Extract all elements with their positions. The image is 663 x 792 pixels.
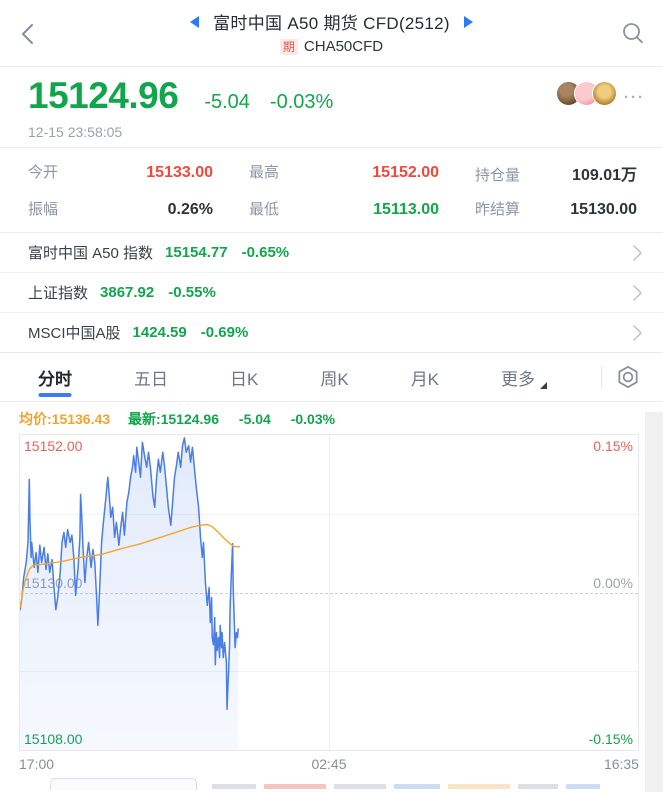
stat-value-open-interest: 109.01万 bbox=[572, 167, 637, 184]
legend-change: -5.04 bbox=[238, 411, 271, 427]
index-name: MSCI中国A股 bbox=[28, 325, 121, 342]
clipped-text bbox=[394, 784, 440, 789]
tab-monthly-k[interactable]: 月K bbox=[410, 369, 440, 389]
chevron-right-icon bbox=[632, 324, 643, 342]
clipped-button[interactable] bbox=[50, 778, 197, 790]
x-tick-start: 17:00 bbox=[19, 756, 55, 772]
quote-timestamp: 12-15 23:58:05 bbox=[28, 124, 123, 140]
stat-value-open: 15133.00 bbox=[146, 164, 213, 181]
tab-daily-k[interactable]: 日K bbox=[230, 369, 259, 389]
clipped-text bbox=[212, 784, 256, 789]
stat-label: 最低 bbox=[249, 201, 280, 218]
chart-legend: 均价:15136.43 最新:15124.96 -5.04 -0.03% bbox=[0, 402, 663, 434]
instrument-code: CHA50CFD bbox=[303, 38, 384, 55]
more-options-button[interactable]: ··· bbox=[624, 89, 645, 106]
x-tick-end: 16:35 bbox=[603, 756, 639, 772]
stat-value-amplitude: 0.26% bbox=[167, 201, 213, 218]
index-value: 15154.77 bbox=[165, 244, 228, 261]
legend-change-pct: -0.03% bbox=[290, 411, 336, 427]
corner-caret-icon bbox=[540, 381, 548, 389]
prev-instrument-arrow-icon[interactable] bbox=[190, 15, 200, 28]
related-indices: 富时中国 A50 指数 15154.77 -0.65% 上证指数 3867.92… bbox=[0, 233, 663, 353]
chevron-right-icon bbox=[632, 284, 643, 302]
stat-value-high: 15152.00 bbox=[372, 164, 439, 181]
divider bbox=[0, 147, 663, 148]
partial-bottom-row bbox=[0, 776, 663, 790]
index-row-ftse-a50[interactable]: 富时中国 A50 指数 15154.77 -0.65% bbox=[0, 233, 663, 273]
last-price: 15124.96 bbox=[28, 75, 179, 116]
gridline-vertical bbox=[329, 435, 330, 750]
stat-label: 今开 bbox=[28, 164, 59, 181]
clipped-text bbox=[448, 784, 510, 789]
clipped-text bbox=[264, 784, 326, 789]
back-button[interactable] bbox=[16, 20, 42, 48]
price-change-pct: -0.03% bbox=[269, 91, 334, 113]
clipped-text bbox=[518, 784, 558, 789]
y-axis-high: 15152.00 bbox=[24, 438, 83, 454]
chart-settings-icon[interactable] bbox=[615, 364, 641, 390]
index-pct: -0.65% bbox=[241, 244, 290, 261]
index-row-sse[interactable]: 上证指数 3867.92 -0.55% bbox=[0, 273, 663, 313]
divider bbox=[0, 232, 663, 233]
price-line-chart bbox=[20, 437, 240, 750]
tab-five-day[interactable]: 五日 bbox=[134, 369, 168, 389]
avg-price-label: 均价:15136.43 bbox=[19, 411, 111, 427]
header-center: 富时中国 A50 期货 CFD(2512) 期 CHA50CFD bbox=[0, 9, 663, 55]
clipped-text bbox=[566, 784, 600, 789]
right-edge-strip bbox=[645, 412, 663, 792]
stat-label: 持仓量 bbox=[475, 167, 521, 184]
quote-section: 15124.96 -5.04 -0.03% 12-15 23:58:05 ··· bbox=[0, 67, 663, 147]
clipped-text bbox=[334, 784, 386, 789]
stat-label: 振幅 bbox=[28, 201, 59, 218]
x-tick-mid: 02:45 bbox=[311, 756, 347, 772]
tab-more[interactable]: 更多 bbox=[501, 353, 548, 402]
index-name: 上证指数 bbox=[28, 285, 89, 302]
y-axis-low-pct: -0.15% bbox=[588, 731, 633, 747]
index-value: 1424.59 bbox=[132, 324, 187, 341]
index-pct: -0.55% bbox=[168, 284, 216, 301]
index-value: 3867.92 bbox=[100, 284, 155, 301]
chart-tabbar: 分时 五日 日K 周K 月K 更多 bbox=[0, 353, 663, 402]
futures-badge: 期 bbox=[279, 38, 298, 55]
stat-label: 昨结算 bbox=[475, 201, 521, 218]
instrument-title: 富时中国 A50 期货 CFD(2512) bbox=[213, 14, 450, 33]
tab-weekly-k[interactable]: 周K bbox=[320, 369, 349, 389]
x-axis: 17:00 02:45 16:35 bbox=[19, 751, 639, 772]
index-row-msci-china-a[interactable]: MSCI中国A股 1424.59 -0.69% bbox=[0, 313, 663, 353]
search-icon[interactable] bbox=[621, 21, 645, 45]
header: 富时中国 A50 期货 CFD(2512) 期 CHA50CFD bbox=[0, 0, 663, 67]
y-axis-mid-pct: 0.00% bbox=[593, 574, 633, 591]
stat-label: 最高 bbox=[249, 164, 280, 181]
index-pct: -0.69% bbox=[200, 324, 249, 341]
discussion-avatars[interactable] bbox=[556, 81, 617, 106]
next-instrument-arrow-icon[interactable] bbox=[463, 15, 473, 28]
y-axis-high-pct: 0.15% bbox=[593, 438, 633, 454]
stat-value-low: 15113.00 bbox=[373, 201, 439, 218]
avatar bbox=[592, 81, 617, 106]
price-change: -5.04 bbox=[204, 91, 250, 113]
divider bbox=[601, 366, 602, 388]
stats-grid: 今开 15133.00 最高 15152.00 持仓量 109.01万 振幅 0.26%… bbox=[0, 148, 663, 232]
chevron-right-icon bbox=[632, 244, 643, 262]
tab-minute[interactable]: 分时 bbox=[38, 353, 72, 402]
intraday-chart[interactable]: 15152.00 0.15% 15130.00 0.00% 15108.00 -… bbox=[19, 434, 639, 751]
stat-value-prev-settle: 15130.00 bbox=[570, 201, 637, 218]
last-price-label: 最新:15124.96 bbox=[127, 411, 220, 427]
index-name: 富时中国 A50 指数 bbox=[28, 245, 154, 262]
